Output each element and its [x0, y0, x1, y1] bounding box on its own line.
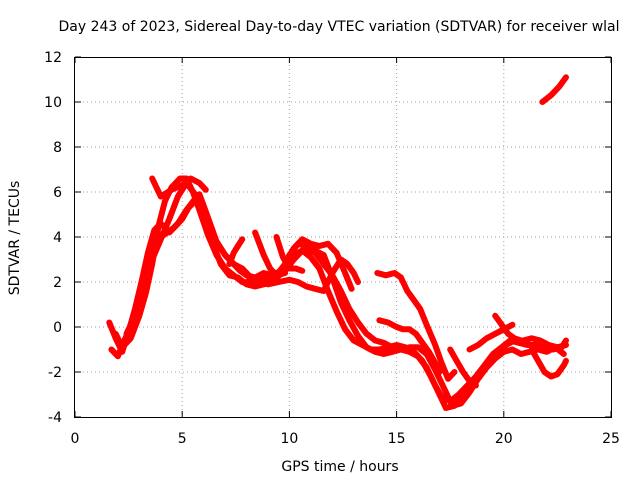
- y-tick-labels: -4 -2 0 2 4 6 8 10 12: [44, 50, 62, 426]
- axis-ticks: [74, 56, 612, 418]
- y-tick-label: 2: [53, 275, 62, 291]
- series-track-15: [528, 346, 569, 380]
- x-axis-title: GPS time / hours: [281, 459, 398, 475]
- series-track-10: [374, 270, 458, 382]
- series-track-14: [466, 321, 516, 353]
- series-track-9: [273, 234, 306, 274]
- series-track-6: [243, 256, 361, 294]
- y-tick-label: 12: [44, 50, 62, 66]
- chart-title: Day 243 of 2023, Sidereal Day-to-day VTE…: [58, 19, 619, 35]
- y-tick-label: 0: [53, 320, 62, 336]
- x-tick-label: 25: [602, 431, 620, 447]
- series-track-11: [376, 317, 443, 375]
- y-tick-label: -2: [48, 365, 62, 381]
- x-tick-label: 5: [178, 431, 187, 447]
- x-tick-label: 0: [71, 431, 80, 447]
- x-tick-label: 20: [495, 431, 513, 447]
- x-tick-labels: 0 5 10 15 20 25: [71, 431, 620, 447]
- series-track-7: [252, 229, 289, 279]
- y-tick-label: 4: [53, 230, 62, 246]
- data-series: [106, 74, 569, 411]
- series-track-16: [539, 74, 569, 105]
- y-tick-label: -4: [48, 410, 62, 426]
- series-track-13: [492, 312, 524, 344]
- y-tick-label: 8: [53, 140, 62, 156]
- y-tick-label: 10: [44, 95, 62, 111]
- series-track-5: [149, 175, 209, 200]
- series-track-12: [447, 346, 479, 389]
- plot-frame: [74, 57, 612, 418]
- series-track-4: [123, 198, 355, 337]
- series-track-8: [226, 236, 246, 267]
- x-tick-label: 10: [280, 431, 298, 447]
- y-tick-label: 6: [53, 185, 62, 201]
- x-tick-label: 15: [388, 431, 406, 447]
- y-axis-title: SDTVAR / TECUs: [7, 181, 23, 296]
